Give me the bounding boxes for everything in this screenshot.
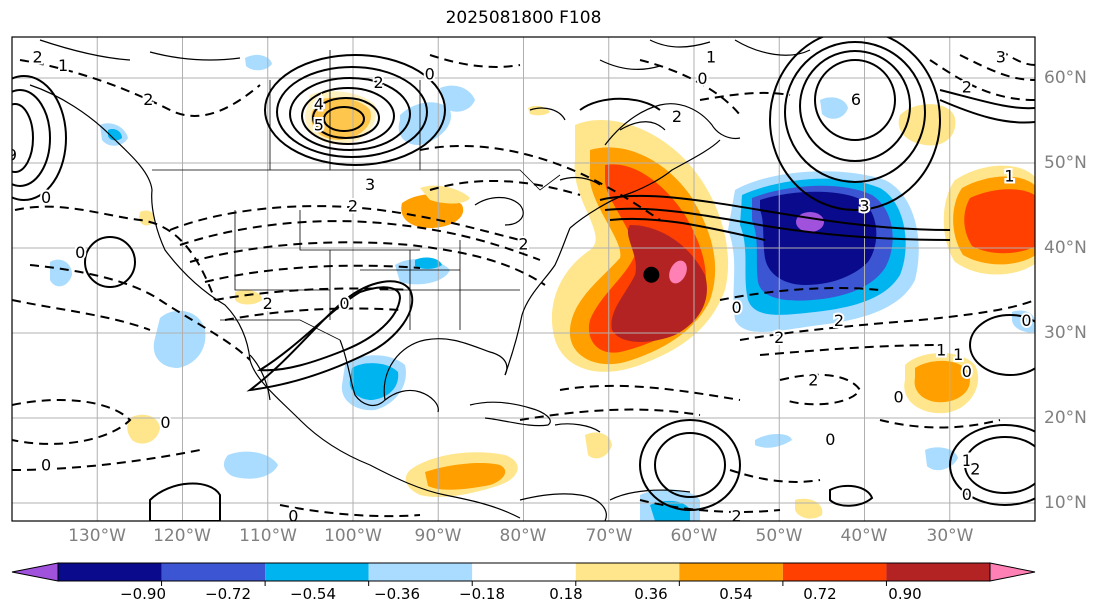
- colorbar-tick-label: 0.90: [888, 585, 922, 603]
- colorbar-tick-label: 0.18: [549, 585, 583, 603]
- contour-label: 0: [1021, 311, 1031, 330]
- contour-label: 2: [962, 77, 972, 96]
- contour-label: 2: [373, 73, 383, 92]
- contour-label: 1: [58, 56, 68, 75]
- lat-label: 50°N: [1044, 153, 1087, 173]
- contour-label: 0: [425, 65, 435, 84]
- contour-label: 2: [970, 460, 980, 479]
- contour-label: 2: [348, 196, 358, 215]
- contour-label: 0: [41, 455, 51, 474]
- contour-label: 2: [834, 311, 844, 330]
- contour-label: 1: [962, 451, 972, 470]
- contour-label: 2: [732, 506, 742, 525]
- colorbar-tick-label: −0.36: [374, 585, 420, 603]
- colorbar-bin: [368, 563, 473, 581]
- lon-label: 30°W: [926, 526, 974, 546]
- contour-label: 0: [160, 413, 170, 432]
- location-marker: [643, 266, 660, 283]
- contour-label: 2: [32, 48, 42, 67]
- contour-label: 9: [7, 145, 17, 164]
- colorbar-tick-label: 0.54: [719, 585, 753, 603]
- contour-label: 4: [314, 94, 324, 113]
- lon-label: 90°W: [414, 526, 462, 546]
- colorbar-tick-label: −0.72: [205, 585, 251, 603]
- contour-label: 0: [75, 243, 85, 262]
- lon-label: 70°W: [585, 526, 633, 546]
- contour-label: 0: [894, 387, 904, 406]
- lon-label: 60°W: [670, 526, 718, 546]
- contour-label: 3: [859, 196, 869, 215]
- contour-label: 0: [732, 298, 742, 317]
- map-frame: [11, 36, 1036, 522]
- lon-label: 50°W: [755, 526, 803, 546]
- contour-label: 2: [518, 235, 528, 254]
- lon-label: 100°W: [324, 526, 382, 546]
- contour-lines: [12, 37, 1035, 521]
- lat-label: 60°N: [1044, 68, 1087, 88]
- lon-label: 120°W: [153, 526, 211, 546]
- colorbar-bin: [472, 563, 576, 581]
- contour-label: 2: [672, 107, 682, 126]
- dashed-contours: [12, 49, 1035, 518]
- colorbar-tick-label: −0.18: [459, 585, 505, 603]
- lat-label: 30°N: [1044, 323, 1087, 343]
- contour-label: 1: [953, 345, 963, 364]
- colorbar-tick-label: 0.36: [634, 585, 668, 603]
- colorbar-tick-label: 0.72: [803, 585, 837, 603]
- contour-label: 1: [706, 48, 716, 67]
- colorbar-extend-min: [11, 562, 59, 582]
- contour-label: 3: [996, 48, 1006, 67]
- contour-label: 0: [825, 430, 835, 449]
- contour-label: 0: [288, 506, 298, 525]
- contour-label: 5: [314, 116, 324, 135]
- lon-label: 40°W: [840, 526, 888, 546]
- colorbar-tick-label: −0.54: [290, 585, 336, 603]
- contour-label: 0: [339, 294, 349, 313]
- lon-label: 130°W: [68, 526, 126, 546]
- lat-label: 20°N: [1044, 408, 1087, 428]
- plot-title: 2025081800 F108: [445, 8, 602, 28]
- colorbar-bin: [679, 563, 783, 581]
- colorbar-bin: [782, 563, 887, 581]
- contour-label: 3: [365, 175, 375, 194]
- contour-label: 0: [41, 188, 51, 207]
- contour-label: 1: [936, 341, 946, 360]
- contour-label: 2: [774, 328, 784, 347]
- coastlines: [29, 39, 811, 521]
- contour-label: 0: [697, 69, 707, 88]
- contour-label: 2: [808, 370, 818, 389]
- lon-label: 110°W: [239, 526, 297, 546]
- contour-label: 6: [851, 90, 861, 109]
- colorbar-bin: [161, 563, 266, 581]
- colorbar-bin: [58, 563, 162, 581]
- contour-label: 0: [962, 362, 972, 381]
- contour-label: 1: [1004, 167, 1014, 186]
- colorbar-frame: [57, 562, 991, 582]
- lon-label: 80°W: [499, 526, 547, 546]
- colorbar-extend-max: [989, 562, 1036, 582]
- graticule: [12, 37, 1035, 521]
- colorbar-bin: [575, 563, 680, 581]
- colorbar-bin: [886, 563, 990, 581]
- contour-label: 2: [263, 294, 273, 313]
- colorbar-tick-label: −0.90: [120, 585, 166, 603]
- contour-label: 0: [962, 485, 972, 504]
- contour-label: 2: [143, 90, 153, 109]
- colorbar: [11, 562, 1036, 586]
- lat-label: 10°N: [1044, 493, 1087, 513]
- lat-label: 40°N: [1044, 238, 1087, 258]
- colorbar-bin: [265, 563, 369, 581]
